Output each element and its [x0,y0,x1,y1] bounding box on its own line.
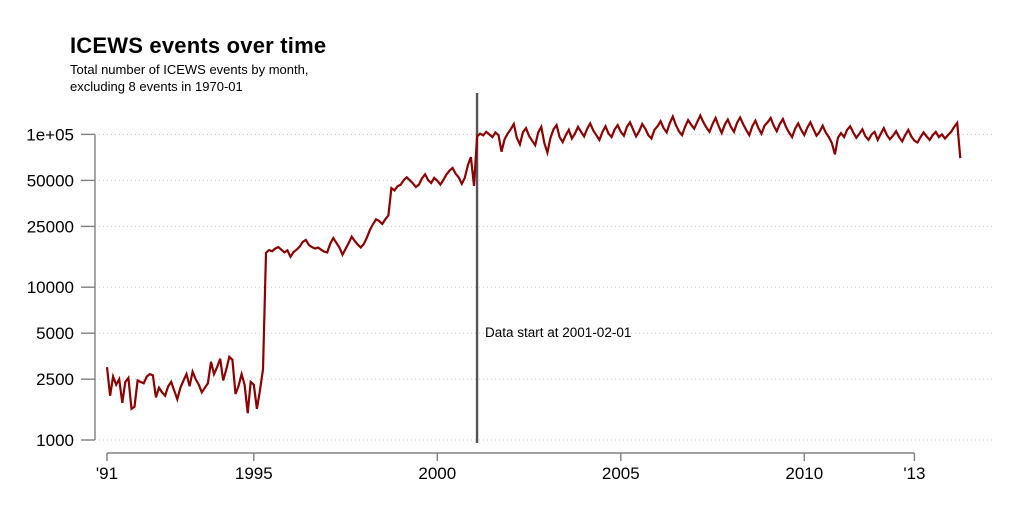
y-tick-label: 1000 [36,431,74,450]
x-tick-label: '91 [96,464,118,483]
chart-title: ICEWS events over time [70,33,327,58]
x-tick-label: '13 [903,464,925,483]
chart-subtitle: Total number of ICEWS events by month, e… [70,62,309,94]
y-tick-label: 1e+05 [26,125,74,144]
y-tick-label: 25000 [27,217,74,236]
x-tick-label: 2010 [785,464,823,483]
x-tick-label: 2005 [602,464,640,483]
x-tick-label: 2000 [418,464,456,483]
data-start-annotation: Data start at 2001-02-01 [485,325,632,340]
y-tick-label: 5000 [36,324,74,343]
y-tick-label: 2500 [36,370,74,389]
y-tick-label: 50000 [27,171,74,190]
y-tick-label: 10000 [27,278,74,297]
x-tick-label: 1995 [235,464,273,483]
events-line-series [105,112,962,414]
